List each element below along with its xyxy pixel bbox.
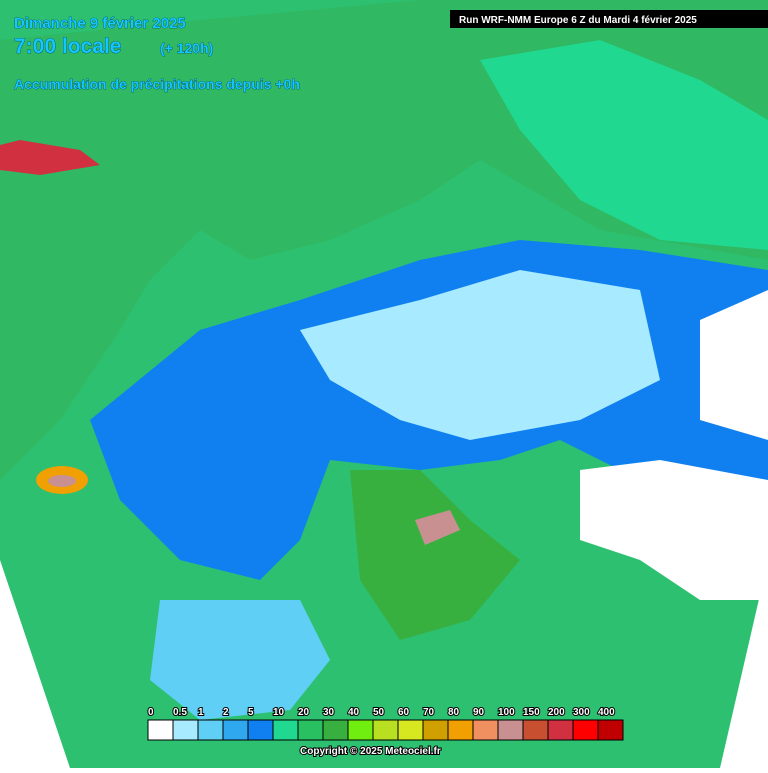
legend-label: 200 [548, 707, 565, 718]
run-box [450, 10, 768, 28]
lead: (+ 120h) [160, 40, 213, 56]
legend-swatch [422, 719, 449, 741]
legend-swatch [247, 719, 274, 741]
legend-label: 50 [373, 707, 385, 718]
legend-swatch [522, 719, 549, 741]
legend-label: 80 [448, 707, 460, 718]
legend-label: 2 [223, 707, 229, 718]
legend-label: 70 [423, 707, 435, 718]
legend-label: 90 [473, 707, 485, 718]
legend-label: 1 [198, 707, 204, 718]
alps-field [350, 470, 520, 640]
projection-edge-left [0, 560, 70, 768]
greenland-max [0, 140, 100, 175]
projection-edge-right [720, 560, 768, 768]
legend-swatch [197, 719, 224, 741]
legend-label: 10 [273, 707, 285, 718]
legend-swatch [447, 719, 474, 741]
atlantic-core [48, 475, 76, 487]
legend-swatch [572, 719, 599, 741]
dry-east [700, 290, 768, 440]
scandinavia [480, 40, 768, 250]
legend-label: 400 [598, 707, 615, 718]
iberia [150, 600, 330, 720]
legend-swatch [147, 719, 174, 741]
legend-swatch [272, 719, 299, 741]
legend-swatch [172, 719, 199, 741]
date: Dimanche 9 février 2025 [14, 15, 186, 32]
legend-label: 0 [148, 707, 154, 718]
time: 7:00 locale [14, 35, 121, 58]
run-info: Run WRF-NMM Europe 6 Z du Mardi 4 févrie… [459, 15, 697, 26]
legend-label: 20 [298, 707, 310, 718]
legend-swatch [322, 719, 349, 741]
legend-label: 150 [523, 707, 540, 718]
legend: 0 0.5 1 2 5 10 20 30 40 50 60 70 80 90 100 150 200 300 400 [147, 706, 624, 741]
copyright: Copyright © 2025 Meteociel.fr [300, 746, 441, 757]
legend-swatch [547, 719, 574, 741]
legend-label: 40 [348, 707, 360, 718]
dry-central [300, 270, 660, 440]
legend-swatch [397, 719, 424, 741]
subtitle: Accumulation de précipitations depuis +0… [14, 76, 300, 92]
legend-label: 100 [498, 707, 515, 718]
legend-label: 300 [573, 707, 590, 718]
legend-swatch [222, 719, 249, 741]
legend-swatch [347, 719, 374, 741]
legend-swatch [497, 719, 524, 741]
legend-label: 5 [248, 707, 254, 718]
legend-swatch [372, 719, 399, 741]
legend-swatch [297, 719, 324, 741]
legend-label: 30 [323, 707, 335, 718]
legend-label: 0.5 [173, 707, 187, 718]
legend-swatch [472, 719, 499, 741]
dry-balkans [580, 460, 768, 600]
legend-swatch [597, 719, 624, 741]
alps-peak [415, 510, 460, 545]
legend-label: 60 [398, 707, 410, 718]
